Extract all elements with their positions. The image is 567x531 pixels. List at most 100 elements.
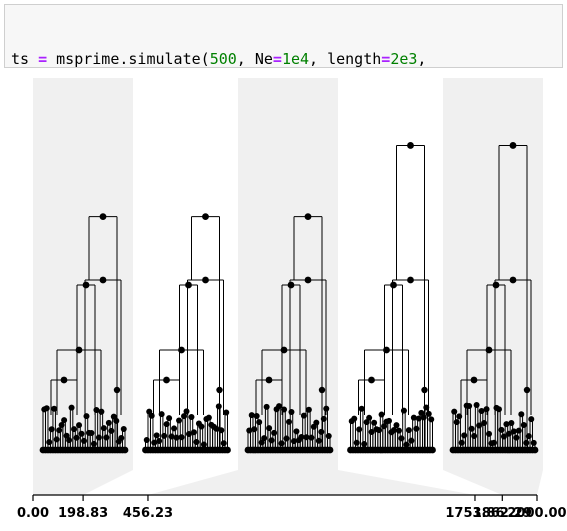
tree-node xyxy=(510,428,517,435)
tree-node xyxy=(71,426,78,433)
tree-node xyxy=(176,417,183,424)
tree-node xyxy=(81,437,87,444)
tree-node xyxy=(400,407,407,414)
tree-node xyxy=(113,386,121,394)
tree-node xyxy=(390,281,397,289)
tree-node xyxy=(202,276,209,284)
code-token xyxy=(29,50,38,67)
tree-node xyxy=(90,440,97,447)
code-token: ts xyxy=(11,50,30,68)
tree-node xyxy=(103,434,110,441)
tree-node xyxy=(61,417,68,424)
tree-node xyxy=(265,376,273,384)
tree-node xyxy=(308,434,315,441)
tree-node xyxy=(268,437,275,444)
tree-node xyxy=(509,276,517,284)
tree-node xyxy=(216,386,223,394)
axis-tick-label: 1862.29 xyxy=(473,506,532,521)
tree-4 xyxy=(347,142,436,454)
tree-node xyxy=(491,439,497,446)
tree-node xyxy=(523,439,530,446)
tree-node xyxy=(318,428,325,435)
tree-node xyxy=(215,403,222,410)
tree-sequence-output: 0.00 198.83 456.23 1753.86 1862.29 2000.00 xyxy=(0,72,567,526)
tree-node xyxy=(283,435,290,442)
tree-node xyxy=(473,402,480,409)
tree-node xyxy=(305,406,312,413)
tree-node xyxy=(156,437,163,444)
tree-node xyxy=(408,437,415,444)
tree-node xyxy=(263,403,270,410)
tree-node xyxy=(193,438,200,445)
tree-node xyxy=(166,415,173,422)
tree-node xyxy=(76,422,83,429)
tree-node xyxy=(530,439,537,446)
tree-node xyxy=(253,412,260,419)
tree-node xyxy=(278,440,285,447)
tree-node xyxy=(518,411,525,418)
tree-node xyxy=(353,439,360,446)
tree-node xyxy=(458,439,465,446)
tree-node xyxy=(470,376,478,384)
tree-node xyxy=(287,281,295,289)
tree-node xyxy=(495,406,502,413)
axis-tick-label: 1753.86 xyxy=(445,506,504,521)
tree-node xyxy=(163,421,170,428)
tree-node xyxy=(395,427,402,434)
tree-node xyxy=(492,281,500,289)
tree-node xyxy=(361,441,368,448)
tree-node xyxy=(83,413,90,420)
code-token: = xyxy=(381,50,391,68)
tree-node xyxy=(356,426,363,433)
code-token: msprime.simulate( xyxy=(47,50,210,68)
tree-shade xyxy=(443,78,543,470)
axis-tick-label: 198.83 xyxy=(58,506,108,521)
tree-1 xyxy=(33,78,133,495)
tree-node xyxy=(286,418,292,425)
tree-node xyxy=(429,446,436,454)
tree-node xyxy=(256,419,263,426)
tree-node xyxy=(200,441,207,448)
tree-node xyxy=(82,281,90,289)
code-token: , length xyxy=(309,50,382,68)
axis-tick-label: 0.00 xyxy=(17,506,49,521)
tree-node xyxy=(48,426,55,433)
tree-node xyxy=(378,411,385,418)
code-token: , Ne xyxy=(236,50,273,68)
tree-node xyxy=(368,376,375,384)
tree-node xyxy=(188,414,195,421)
tree-node xyxy=(453,419,460,426)
tree-node xyxy=(271,429,278,436)
tree-node xyxy=(248,412,255,419)
tree-node xyxy=(386,417,393,424)
tree-node xyxy=(486,430,493,437)
tree-node xyxy=(315,437,322,444)
tree-node xyxy=(158,411,165,418)
code-cell[interactable]: ts = msprime.simulate(500, Ne=1e4, lengt… xyxy=(4,4,563,68)
tree-node xyxy=(56,427,63,434)
tree-node xyxy=(118,435,125,442)
tree-node xyxy=(113,417,120,424)
tree-node xyxy=(108,427,115,434)
tree-node xyxy=(478,408,485,415)
tree-node xyxy=(251,426,258,433)
tree-node xyxy=(358,405,365,412)
tree-node xyxy=(407,142,414,149)
tree-node xyxy=(190,429,197,436)
tree-node xyxy=(351,415,358,422)
tree-node xyxy=(376,427,383,434)
tree-node xyxy=(293,428,300,435)
code-token: = xyxy=(38,50,48,68)
tree-node xyxy=(398,435,405,442)
tree-node xyxy=(261,435,268,442)
code-token: 2e3 xyxy=(390,50,418,68)
tree-node xyxy=(428,416,435,423)
tree-node xyxy=(466,403,473,410)
tree-node xyxy=(281,406,288,413)
tree-node xyxy=(171,425,178,432)
tree-interval-shade xyxy=(443,470,543,495)
tree-node xyxy=(205,414,212,421)
axis-tick-label: 456.23 xyxy=(123,506,173,521)
tree-node xyxy=(288,409,295,416)
tree-2 xyxy=(142,213,231,454)
